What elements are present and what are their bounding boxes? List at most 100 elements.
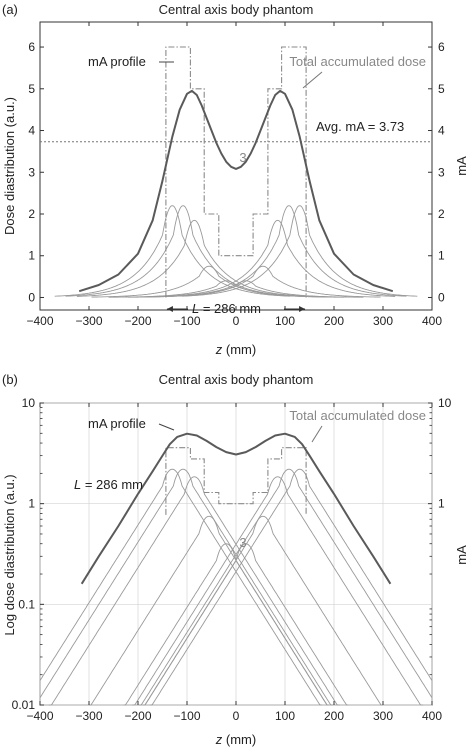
panel-b-center-label: 3 [239, 535, 246, 550]
component-dose-curve [142, 515, 383, 706]
panel-a: (a) Central axis body phantom −400 −300 −2… [2, 2, 469, 357]
y-tick-label: 0.01 [12, 698, 36, 712]
x-tick-label: −300 [75, 709, 102, 723]
component-dose-curve [76, 219, 312, 297]
panel-b-component-curves [39, 468, 433, 706]
component-dose-curve [65, 205, 301, 297]
y-tick-label: 1 [28, 497, 35, 511]
panel-b-x-axis-label: z (mm) [215, 732, 256, 747]
panel-a-length-arrows [166, 306, 306, 312]
ma-profile-line [165, 447, 307, 515]
component-dose-curve [48, 476, 340, 706]
right-tick-label: 1 [438, 249, 445, 263]
component-dose-curve [89, 515, 330, 706]
x-tick-label: −400 [26, 709, 53, 723]
right-tick-label: 2 [438, 207, 445, 221]
panel-a-center-label: 3 [239, 150, 246, 165]
panel-a-ma-profile [165, 46, 307, 298]
right-tick-label: 10 [438, 396, 452, 410]
panel-b-right-axis-label: mA [454, 545, 469, 565]
panel-b-total-dose [80, 432, 392, 585]
panel-b: (b) Central axis body phantom −400 −300 −2… [2, 372, 469, 747]
panel-b-ticks: −400 −300 −200 −100 0 100 200 300 400 0.01 0.1 1 10 1… [12, 396, 452, 723]
panel-a-title: Central axis body phantom [159, 2, 314, 17]
panel-b-ma-profile-label: mA profile [88, 416, 146, 431]
panel-b-grid [39, 402, 433, 706]
component-dose-curve [160, 219, 396, 297]
panel-a-x-axis-label: z (mm) [215, 342, 256, 357]
panel-b-ma-profile [165, 447, 307, 515]
right-tick-label: 3 [438, 165, 445, 179]
y-tick-label: 3 [28, 165, 35, 179]
x-tick-label: 300 [373, 709, 393, 723]
x-tick-label: −200 [124, 314, 151, 328]
x-axis-variable: z [215, 342, 223, 357]
panel-b-y-axis-label: Log dose diastribution (a.u.) [2, 474, 17, 635]
y-tick-label: 5 [28, 82, 35, 96]
component-dose-curve [182, 205, 418, 297]
panel-b-annotations: mA profile Total accumulated dose L = 28… [74, 408, 426, 550]
y-tick-label: 1 [28, 249, 35, 263]
x-tick-label: 0 [233, 314, 240, 328]
panel-a-ma-profile-label: mA profile [88, 54, 146, 69]
ma-profile-line [165, 46, 307, 298]
x-axis-variable: z [215, 732, 223, 747]
right-tick-label: 0 [438, 290, 445, 304]
x-tick-label: −100 [173, 314, 200, 328]
y-tick-label: 10 [22, 396, 36, 410]
panel-a-length-letter: L [192, 301, 199, 316]
panel-b-title: Central axis body phantom [159, 372, 314, 387]
y-tick-label: 6 [28, 40, 35, 54]
component-dose-curve [149, 468, 433, 706]
panel-b-length-label: L = 286 mm [74, 477, 143, 492]
component-dose-curve [139, 468, 433, 706]
x-tick-label: 400 [422, 314, 442, 328]
x-axis-unit: (mm) [222, 342, 256, 357]
y-tick-label: 2 [28, 207, 35, 221]
total-dose-line [78, 89, 394, 293]
panel-a-length-value: = 286 mm [199, 301, 261, 316]
x-tick-label: 400 [422, 709, 442, 723]
panel-a-annotations: mA profile Total accumulated dose Avg. m… [88, 54, 426, 316]
x-tick-label: −300 [75, 314, 102, 328]
panel-a-total-dose [78, 89, 394, 293]
panel-a-y-axis-label: Dose diastribution (a.u.) [2, 97, 17, 235]
x-tick-label: −100 [173, 709, 200, 723]
x-axis-unit: (mm) [222, 732, 256, 747]
component-dose-curve [171, 205, 407, 297]
panel-b-label: (b) [2, 372, 18, 387]
x-tick-label: −400 [26, 314, 53, 328]
panel-a-right-axis-label: mA [454, 156, 469, 176]
x-tick-label: 200 [324, 314, 344, 328]
x-tick-label: 100 [275, 314, 295, 328]
component-dose-curve [142, 543, 349, 706]
panel-a-ticks: −400 −300 −200 −100 0 100 200 300 400 0 1 2 3 4 5 6 0 1 2 3… [26, 22, 445, 328]
panel-b-ma-profile-leader [158, 423, 175, 431]
component-dose-curve [39, 468, 323, 706]
right-tick-label: 1 [438, 497, 445, 511]
y-tick-label: 0.1 [18, 597, 35, 611]
panel-b-total-dose-label: Total accumulated dose [289, 408, 426, 423]
x-tick-label: 100 [275, 709, 295, 723]
panel-b-length-letter: L [74, 477, 81, 492]
panel-a-length-label: L = 286 mm [192, 301, 261, 316]
right-tick-label: 5 [438, 82, 445, 96]
y-tick-label: 0 [28, 290, 35, 304]
right-tick-label: 4 [438, 124, 445, 138]
x-tick-label: 300 [373, 314, 393, 328]
x-tick-label: −200 [124, 709, 151, 723]
panel-a-total-dose-leader [302, 71, 323, 89]
panel-b-length-value: = 286 mm [81, 477, 143, 492]
length-arrow-right-head [299, 306, 306, 312]
panel-a-component-curves [54, 205, 418, 298]
length-arrow-left-head [166, 306, 173, 312]
component-dose-curve [39, 468, 333, 706]
x-tick-label: 200 [324, 709, 344, 723]
component-dose-curve [108, 280, 344, 298]
component-dose-curve [132, 476, 424, 706]
component-dose-curve [123, 543, 330, 706]
panel-a-avg-ma-label: Avg. mA = 3.73 [316, 119, 404, 134]
right-tick-label: 6 [438, 40, 445, 54]
component-dose-curve [54, 205, 290, 297]
